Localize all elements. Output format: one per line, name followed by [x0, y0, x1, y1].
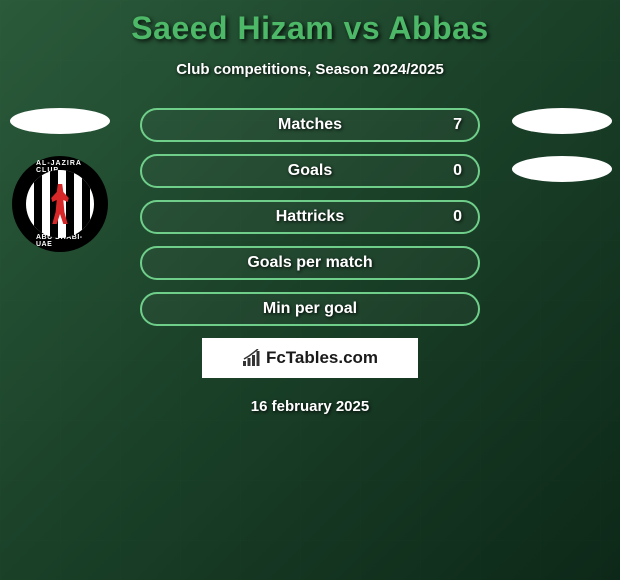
- stat-row-goals-per-match: Goals per match: [140, 246, 480, 280]
- brand-logo-box: FcTables.com: [202, 338, 418, 378]
- comparison-area: AL-JAZIRA CLUB ABU DHABI-UAE Matches 7 G…: [0, 108, 620, 415]
- stat-label: Goals: [288, 162, 332, 180]
- badge-inner: [26, 170, 94, 238]
- player-right-placeholder-1: [512, 108, 612, 134]
- brand-text: FcTables.com: [266, 348, 378, 368]
- badge-stripe: [34, 170, 42, 238]
- chart-icon: [242, 349, 262, 367]
- stat-label: Matches: [278, 116, 342, 134]
- stat-row-matches: Matches 7: [140, 108, 480, 142]
- main-container: Saeed Hizam vs Abbas Club competitions, …: [0, 0, 620, 415]
- subtitle: Club competitions, Season 2024/2025: [0, 61, 620, 78]
- player-left-placeholder: [10, 108, 110, 134]
- stat-row-min-per-goal: Min per goal: [140, 292, 480, 326]
- stats-column: Matches 7 Goals 0 Hattricks 0 Goals per …: [140, 108, 480, 326]
- stat-row-hattricks: Hattricks 0: [140, 200, 480, 234]
- stat-value: 0: [453, 162, 462, 180]
- page-title: Saeed Hizam vs Abbas: [0, 10, 620, 47]
- stat-label: Hattricks: [276, 208, 344, 226]
- club-badge-left: AL-JAZIRA CLUB ABU DHABI-UAE: [12, 156, 108, 252]
- badge-stripe: [82, 170, 90, 238]
- stat-value: 7: [453, 116, 462, 134]
- date-text: 16 february 2025: [0, 398, 620, 415]
- player-right-placeholder-2: [512, 156, 612, 182]
- stat-label: Min per goal: [263, 300, 357, 318]
- badge-stripe: [66, 170, 74, 238]
- stat-row-goals: Goals 0: [140, 154, 480, 188]
- stat-value: 0: [453, 208, 462, 226]
- stat-label: Goals per match: [247, 254, 372, 272]
